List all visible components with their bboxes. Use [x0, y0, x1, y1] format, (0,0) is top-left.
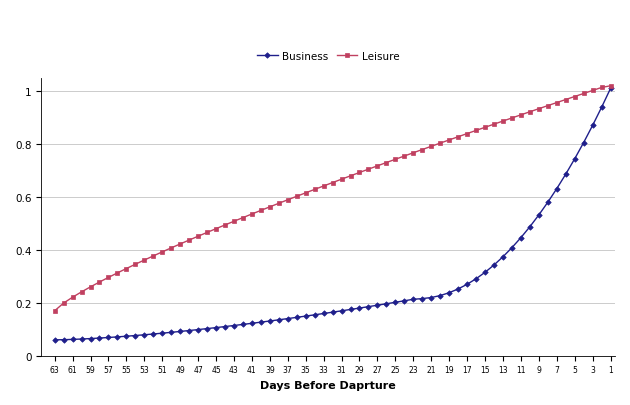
Business [221, 324, 229, 329]
Business [598, 106, 605, 111]
X-axis label: Days Before Daprture: Days Before Daprture [260, 380, 396, 390]
Business [607, 87, 614, 92]
Leisure [598, 86, 605, 91]
Business [51, 338, 59, 343]
Legend: Business, Leisure: Business, Leisure [253, 48, 403, 66]
Business [311, 313, 318, 318]
Leisure [311, 188, 318, 192]
Line: Leisure: Leisure [52, 84, 613, 313]
Business [329, 310, 336, 315]
Business [203, 326, 211, 331]
Business [437, 293, 444, 298]
Leisure [203, 230, 211, 235]
Leisure [607, 84, 614, 89]
Line: Business: Business [53, 87, 612, 342]
Leisure [329, 181, 336, 185]
Leisure [221, 223, 229, 228]
Leisure [51, 309, 59, 313]
Leisure [437, 141, 444, 146]
